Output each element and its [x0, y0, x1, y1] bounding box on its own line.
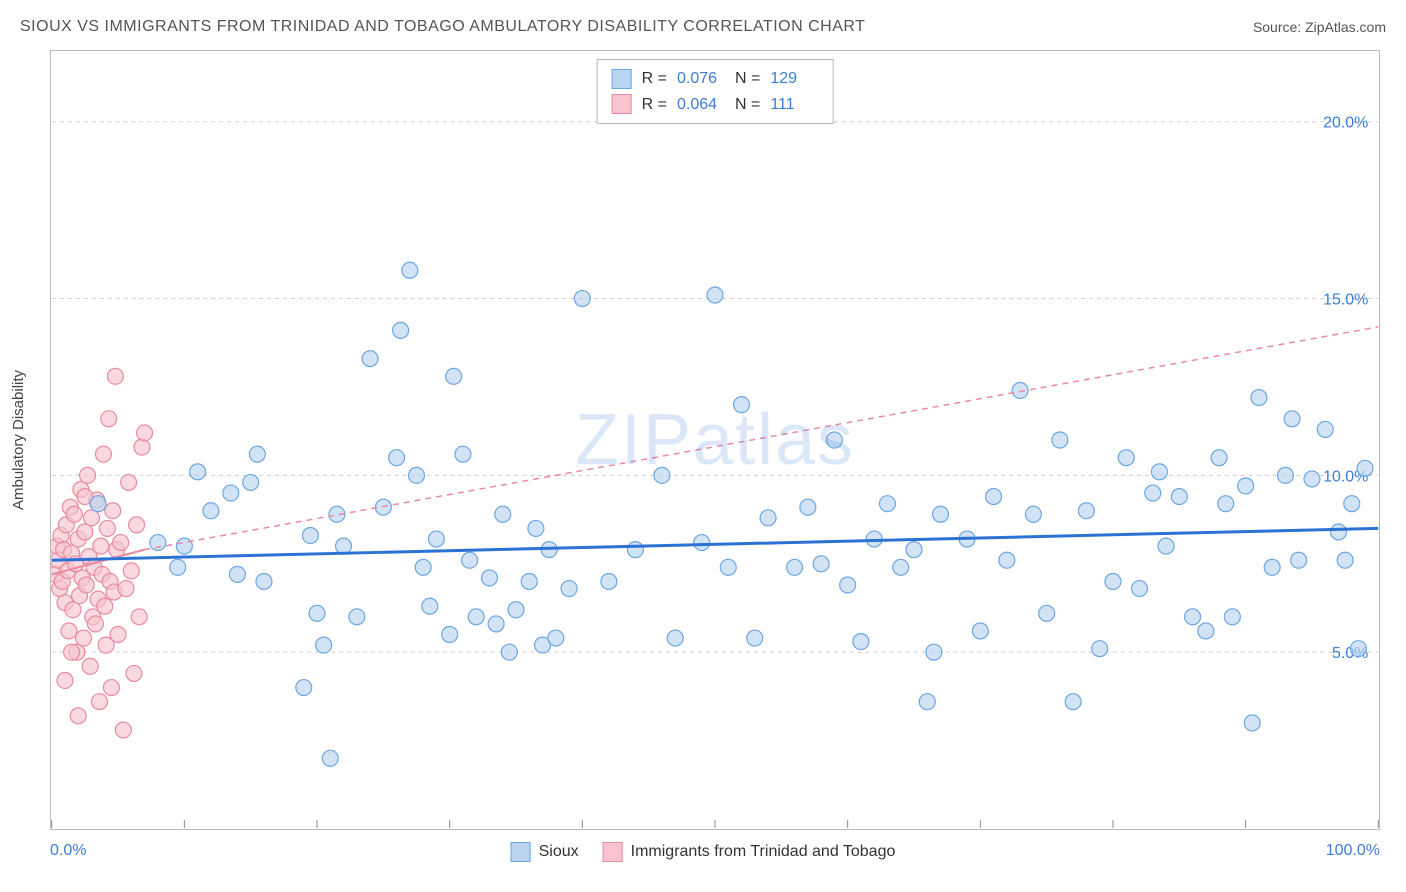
x-axis-max-label: 100.0%	[1326, 842, 1380, 860]
n-label: N =	[735, 66, 760, 92]
stats-box: R = 0.076 N = 129 R = 0.064 N = 111	[597, 59, 834, 124]
legend: Sioux Immigrants from Trinidad and Tobag…	[511, 842, 896, 862]
svg-text:20.0%: 20.0%	[1323, 115, 1368, 132]
n-value: 111	[770, 92, 818, 118]
swatch-icon	[612, 69, 632, 89]
svg-text:15.0%: 15.0%	[1323, 292, 1368, 309]
stats-row: R = 0.064 N = 111	[612, 92, 819, 118]
stats-row: R = 0.076 N = 129	[612, 66, 819, 92]
y-axis-title: Ambulatory Disability	[10, 370, 27, 510]
swatch-icon	[511, 842, 531, 862]
swatch-icon	[603, 842, 623, 862]
r-value: 0.076	[677, 66, 725, 92]
legend-item: Sioux	[511, 842, 579, 862]
r-label: R =	[642, 92, 667, 118]
legend-label: Sioux	[539, 843, 579, 861]
chart-title: SIOUX VS IMMIGRANTS FROM TRINIDAD AND TO…	[20, 18, 865, 36]
legend-item: Immigrants from Trinidad and Tobago	[603, 842, 896, 862]
chart-canvas: 5.0%10.0%15.0%20.0%	[51, 51, 1379, 829]
n-value: 129	[770, 66, 818, 92]
x-axis-min-label: 0.0%	[50, 842, 86, 860]
source-attribution: Source: ZipAtlas.com	[1253, 19, 1386, 35]
r-value: 0.064	[677, 92, 725, 118]
n-label: N =	[735, 92, 760, 118]
title-bar: SIOUX VS IMMIGRANTS FROM TRINIDAD AND TO…	[20, 18, 1386, 36]
plot-area: ZIPatlas R = 0.076 N = 129 R = 0.064 N =…	[50, 50, 1380, 830]
r-label: R =	[642, 66, 667, 92]
swatch-icon	[612, 94, 632, 114]
legend-label: Immigrants from Trinidad and Tobago	[631, 843, 896, 861]
